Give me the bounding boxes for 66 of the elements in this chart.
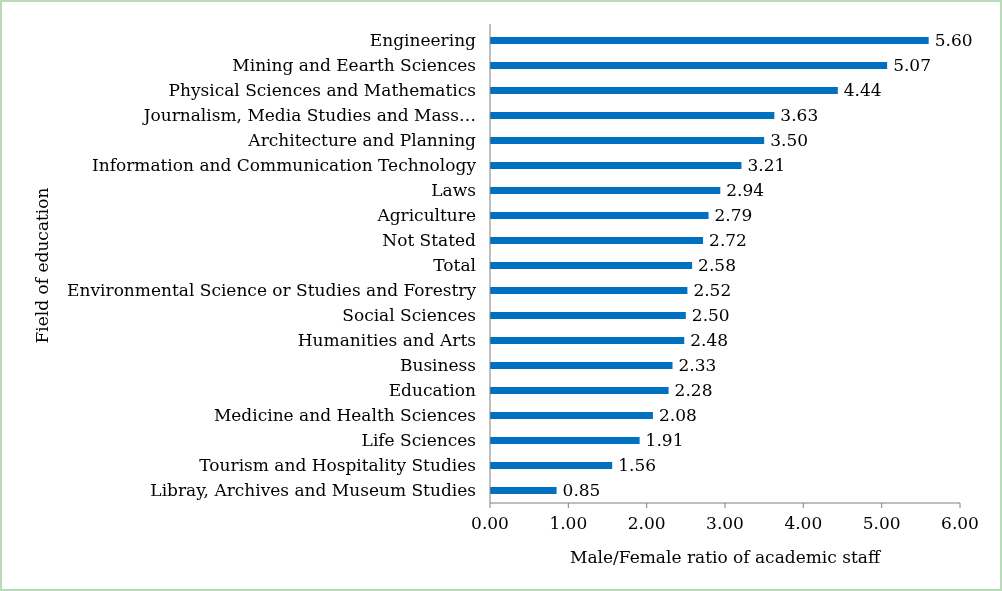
data-label: 5.07	[893, 55, 932, 76]
data-label: 2.50	[691, 305, 730, 326]
data-label: 1.56	[618, 455, 657, 476]
bar	[490, 137, 765, 144]
y-tick-label: Life Sciences	[361, 430, 476, 451]
data-label: 2.48	[690, 330, 729, 351]
bar	[490, 337, 685, 344]
x-tick-label: 2.00	[627, 513, 666, 533]
data-label: 2.58	[698, 255, 736, 276]
data-label: 2.28	[674, 380, 713, 401]
bar	[490, 362, 673, 369]
x-tick-label: 6.00	[941, 513, 979, 533]
y-tick-label: Total	[433, 255, 476, 276]
y-tick-label: Engineering	[369, 30, 477, 51]
y-tick-label: Environmental Science or Studies and Forestry	[67, 280, 477, 301]
y-tick-label: Education	[388, 380, 477, 401]
y-tick-label: Architecture and Planning	[247, 130, 477, 151]
data-label: 1.91	[645, 430, 684, 451]
y-tick-label: Humanities and Arts	[297, 330, 476, 351]
bar	[490, 187, 721, 194]
bar	[490, 387, 669, 394]
data-label: 3.21	[747, 155, 786, 176]
y-tick-label: Physical Sciences and Mathematics	[168, 80, 476, 101]
x-tick-label: 3.00	[706, 513, 744, 533]
x-axis-title: Male/Female ratio of academic staff	[570, 547, 882, 567]
bar	[490, 87, 838, 94]
bar	[490, 37, 929, 44]
bar	[490, 237, 704, 244]
bar	[490, 487, 557, 494]
data-label: 2.08	[658, 405, 697, 426]
data-label: 0.85	[562, 480, 601, 501]
data-label: 3.50	[770, 130, 809, 151]
y-tick-label: Social Sciences	[342, 305, 476, 326]
bar	[490, 412, 653, 419]
x-tick-label: 4.00	[784, 513, 823, 533]
data-label: 5.60	[934, 30, 973, 51]
bar	[490, 162, 742, 169]
y-tick-label: Journalism, Media Studies and Mass…	[141, 105, 476, 126]
data-label: 2.72	[709, 230, 747, 251]
bar	[490, 312, 686, 319]
y-tick-label: Medicine and Health Sciences	[213, 405, 476, 426]
data-label: 4.44	[843, 80, 882, 101]
y-tick-label: Tourism and Hospitality Studies	[199, 455, 476, 476]
data-label: 2.33	[678, 355, 717, 376]
y-tick-label: Laws	[431, 180, 476, 201]
bar	[490, 62, 888, 69]
x-tick-label: 1.00	[549, 513, 588, 533]
y-tick-label: Mining and Eearth Sciences	[232, 55, 476, 76]
data-label: 2.79	[714, 205, 753, 226]
bar	[490, 212, 709, 219]
bar	[490, 112, 775, 119]
x-tick-label: 0.00	[471, 513, 509, 533]
y-tick-label: Business	[399, 355, 476, 376]
y-tick-label: Information and Communication Technology	[91, 155, 477, 176]
data-label: 2.52	[693, 280, 732, 301]
x-tick-label: 5.00	[862, 513, 901, 533]
bar	[490, 462, 613, 469]
data-label: 3.63	[780, 105, 819, 126]
y-tick-label: Libray, Archives and Museum Studies	[150, 480, 476, 501]
y-tick-label: Agriculture	[376, 205, 476, 226]
bar	[490, 262, 693, 269]
bar	[490, 287, 688, 294]
y-axis-title: Field of education	[32, 187, 52, 344]
data-label: 2.94	[726, 180, 765, 201]
y-tick-label: Not Stated	[382, 230, 477, 251]
bar	[490, 437, 640, 444]
